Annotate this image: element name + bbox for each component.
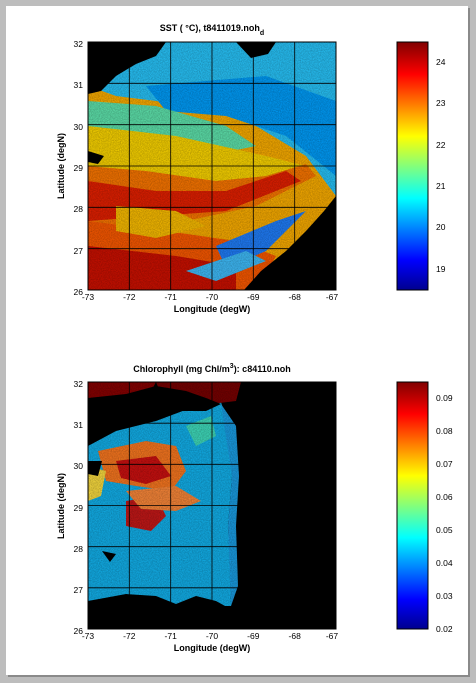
chl-grid (88, 382, 336, 629)
sst-yticks: 32 31 30 29 28 27 26 (74, 39, 84, 297)
colorbar-tick: 24 (436, 57, 446, 67)
colorbar-tick: 22 (436, 140, 446, 150)
chlorophyll-panel: Chlorophyll (mg Chl/m3): c84110.noh (56, 363, 453, 653)
ytick: 32 (74, 379, 84, 389)
ytick: 29 (74, 503, 84, 513)
xtick: -70 (206, 292, 219, 302)
ytick: 31 (74, 80, 84, 90)
sst-colorbar (396, 41, 429, 291)
xtick: -73 (82, 631, 95, 641)
colorbar-tick: 0.08 (436, 426, 453, 436)
chl-title: Chlorophyll (mg Chl/m3): c84110.noh (133, 363, 290, 374)
ytick: 30 (74, 122, 84, 132)
ytick: 26 (74, 287, 84, 297)
colorbar-tick: 0.06 (436, 492, 453, 502)
colorbar-tick: 0.04 (436, 558, 453, 568)
sst-grid (88, 42, 336, 290)
sst-ylabel: Latitude (degN) (56, 133, 66, 199)
sst-colorbar-ticks: 24 23 22 21 20 19 (436, 57, 446, 274)
xtick: -68 (289, 292, 302, 302)
xtick: -67 (326, 292, 339, 302)
colorbar-tick: 0.07 (436, 459, 453, 469)
colorbar-tick: 0.05 (436, 525, 453, 535)
ytick: 26 (74, 626, 84, 636)
xtick: -73 (82, 292, 95, 302)
ytick: 32 (74, 39, 84, 49)
ytick: 29 (74, 163, 84, 173)
ytick: 28 (74, 204, 84, 214)
xtick: -68 (289, 631, 302, 641)
xtick: -71 (165, 631, 178, 641)
ytick: 31 (74, 420, 84, 430)
xtick: -70 (206, 631, 219, 641)
sst-image (88, 42, 336, 290)
xtick: -72 (123, 292, 136, 302)
ytick: 27 (74, 246, 84, 256)
ytick: 30 (74, 461, 84, 471)
xtick: -69 (247, 631, 260, 641)
chl-xticks: -73 -72 -71 -70 -69 -68 -67 (82, 631, 339, 641)
xtick: -71 (165, 292, 178, 302)
chl-xlabel: Longitude (degW) (174, 643, 250, 653)
figure-canvas: SST ( °C), t8411019.nohd (56, 23, 453, 653)
chl-yticks: 32 31 30 29 28 27 26 (74, 379, 84, 636)
chl-axes-box (87, 381, 337, 630)
colorbar-tick: 0.02 (436, 624, 453, 634)
colorbar-tick: 19 (436, 264, 446, 274)
colorbar-tick: 0.09 (436, 393, 453, 403)
chl-colorbar-ticks: 0.09 0.08 0.07 0.06 0.05 0.04 0.03 0.02 (436, 393, 453, 634)
xtick: -67 (326, 631, 339, 641)
chl-colorbar (396, 381, 429, 630)
colorbar-tick: 0.03 (436, 591, 453, 601)
colorbar-tick: 20 (436, 222, 446, 232)
xtick: -72 (123, 631, 136, 641)
chl-image (88, 382, 336, 629)
sst-xlabel: Longitude (degW) (174, 304, 250, 314)
ytick: 28 (74, 544, 84, 554)
sst-panel: SST ( °C), t8411019.nohd (56, 23, 446, 314)
colorbar-tick: 21 (436, 181, 446, 191)
ytick: 27 (74, 585, 84, 595)
xtick: -69 (247, 292, 260, 302)
figure-window: SST ( °C), t8411019.nohd (6, 6, 468, 675)
colorbar-tick: 23 (436, 98, 446, 108)
sst-xticks: -73 -72 -71 -70 -69 -68 -67 (82, 292, 339, 302)
sst-title: SST ( °C), t8411019.nohd (160, 23, 264, 37)
chl-ylabel: Latitude (degN) (56, 473, 66, 539)
sst-axes-box (87, 41, 337, 291)
